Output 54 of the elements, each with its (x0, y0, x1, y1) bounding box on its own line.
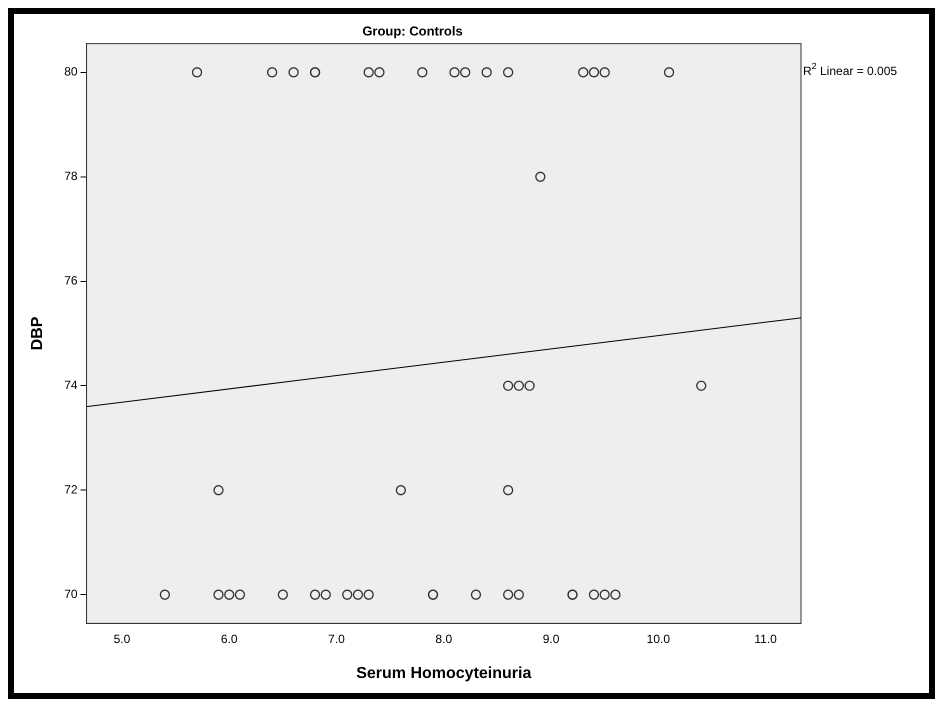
x-tick-label: 8.0 (435, 632, 452, 646)
point (213, 590, 224, 600)
point (449, 67, 460, 78)
x-tick-label: 9.0 (542, 632, 560, 646)
point (364, 590, 374, 600)
point (535, 172, 546, 182)
x-tick-label: 5.0 (114, 632, 131, 646)
point (524, 380, 535, 391)
point (588, 67, 600, 78)
x-tick-label: 11.0 (754, 632, 778, 646)
point (514, 380, 524, 391)
point (696, 380, 706, 391)
y-tick-label: 78 (64, 169, 78, 184)
point (600, 67, 610, 78)
point (364, 67, 374, 78)
point (514, 590, 524, 600)
y-tick-label: 76 (64, 274, 78, 288)
point (342, 590, 352, 600)
point (482, 67, 492, 78)
point (374, 67, 385, 78)
x-tick-label: 6.0 (220, 632, 238, 646)
point (288, 67, 299, 78)
point (310, 590, 320, 600)
point (352, 590, 364, 600)
point (320, 590, 331, 600)
point (224, 590, 234, 600)
point (160, 590, 170, 600)
point (192, 67, 202, 78)
y-axis-title: DBP (29, 316, 46, 350)
point (610, 590, 621, 600)
point (502, 67, 514, 78)
y-tick-label: 70 (64, 586, 78, 601)
point (664, 67, 674, 78)
point (502, 485, 514, 496)
point (234, 590, 246, 600)
point (266, 67, 278, 78)
point (396, 485, 406, 496)
point (578, 67, 588, 78)
point (470, 590, 482, 600)
y-tick-label: 74 (64, 378, 78, 392)
x-axis-title: Serum Homocyteinuria (356, 664, 532, 682)
x-tick-label: 7.0 (328, 632, 346, 646)
y-tick-label: 72 (64, 482, 78, 497)
point (417, 67, 428, 78)
point (600, 590, 610, 600)
point (460, 67, 470, 78)
x-tick-label: 10.0 (646, 632, 670, 646)
point (588, 590, 600, 600)
point (278, 590, 288, 600)
y-tick-label: 80 (64, 64, 78, 79)
point (502, 380, 514, 391)
point (213, 485, 224, 496)
chart-title: Group: Controls (362, 23, 463, 38)
point (502, 590, 514, 600)
